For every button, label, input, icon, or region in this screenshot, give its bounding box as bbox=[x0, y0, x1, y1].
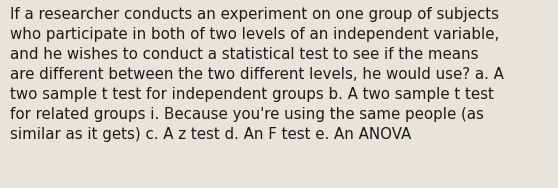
Text: If a researcher conducts an experiment on one group of subjects
who participate : If a researcher conducts an experiment o… bbox=[10, 7, 504, 142]
